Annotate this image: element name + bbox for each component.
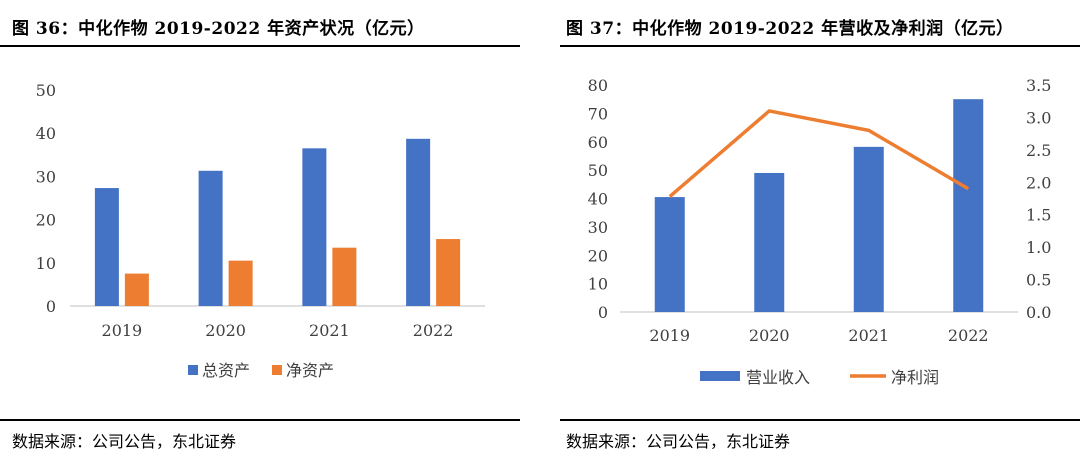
right-y2-tick-label: 1.0 [1026,238,1051,257]
right-source-note: 数据来源：公司公告，东北证券 [566,432,791,451]
right-x-tick-label: 2021 [848,326,889,345]
right-y2-tick-label: 3.5 [1026,76,1051,95]
right-title-rule [560,45,1080,47]
left-legend-swatch [188,365,198,375]
right-bar-revenue [853,146,884,312]
right-y-tick-label: 30 [588,218,608,237]
left-y-tick-label: 20 [36,211,56,230]
right-x-tick-label: 2019 [649,326,690,345]
left-bar-total-assets [302,148,327,306]
right-bar-revenue [654,197,685,312]
left-legend-label: 净资产 [286,361,334,380]
right-y-tick-label: 0 [598,303,608,322]
right-y2-tick-label: 2.5 [1026,141,1051,160]
left-y-tick-label: 0 [46,297,56,316]
right-legend-label: 营业收入 [746,368,810,387]
right-y2-tick-label: 0.0 [1026,303,1051,322]
left-bar-net-assets [228,260,253,306]
right-y-tick-label: 10 [588,275,608,294]
right-y2-tick-label: 1.5 [1026,206,1051,225]
right-figure-panel: 图 37：中化作物 2019-2022 年营收及净利润（亿元） 0 10 20 30 4… [560,0,1080,458]
left-legend-label: 总资产 [202,361,250,380]
left-chart: 0 10 20 30 40 50 2019 2020 2021 2022 总资产 净资产 [36,81,485,380]
left-y-tick-label: 10 [36,254,56,273]
right-y-tick-label: 70 [588,104,608,123]
left-y-tick-label: 30 [36,167,56,186]
left-x-tick-label: 2019 [102,321,143,340]
left-bar-total-assets [94,188,119,306]
left-title-rule [0,45,520,47]
right-line-net-profit [668,109,970,198]
right-source-rule [560,419,1080,421]
right-y-tick-label: 40 [588,190,608,209]
right-y2-tick-label: 3.0 [1026,108,1051,127]
left-bar-net-assets [332,247,357,306]
right-figure-title: 图 37：中化作物 2019-2022 年营收及净利润（亿元） [566,19,1014,39]
right-x-tick-label: 2020 [749,326,790,345]
right-y-tick-label: 80 [588,76,608,95]
right-y2-tick-label: 0.5 [1026,271,1051,290]
right-bar-revenue [953,99,984,312]
left-legend-swatch [272,365,282,375]
right-x-tick-label: 2022 [948,326,989,345]
left-bar-net-assets [436,239,461,306]
right-legend-swatch-revenue [700,371,740,381]
right-legend-label: 净利润 [891,368,939,387]
right-bar-revenue [754,172,785,312]
left-y-tick-label: 50 [36,81,56,100]
left-figure-title: 图 36：中化作物 2019-2022 年资产状况（亿元） [12,19,425,39]
left-figure-panel: 图 36：中化作物 2019-2022 年资产状况（亿元） 0 10 20 30 40 5… [0,0,520,458]
right-y2-tick-label: 2.0 [1026,173,1051,192]
right-y-tick-label: 60 [588,133,608,152]
left-bar-net-assets [124,273,149,306]
left-source-rule [0,419,520,421]
left-bar-total-assets [406,138,431,306]
right-y-tick-label: 20 [588,246,608,265]
right-y-tick-label: 50 [588,161,608,180]
left-source-note: 数据来源：公司公告，东北证券 [12,432,237,451]
left-bar-total-assets [198,170,223,306]
left-x-tick-label: 2021 [309,321,350,340]
left-x-tick-label: 2020 [205,321,246,340]
left-y-tick-label: 40 [36,124,56,143]
right-chart: 0 10 20 30 40 50 60 70 80 0.0 0.5 1.0 1.5 2.0 2.5 3.0 3… [588,76,1052,387]
left-x-tick-label: 2022 [413,321,454,340]
